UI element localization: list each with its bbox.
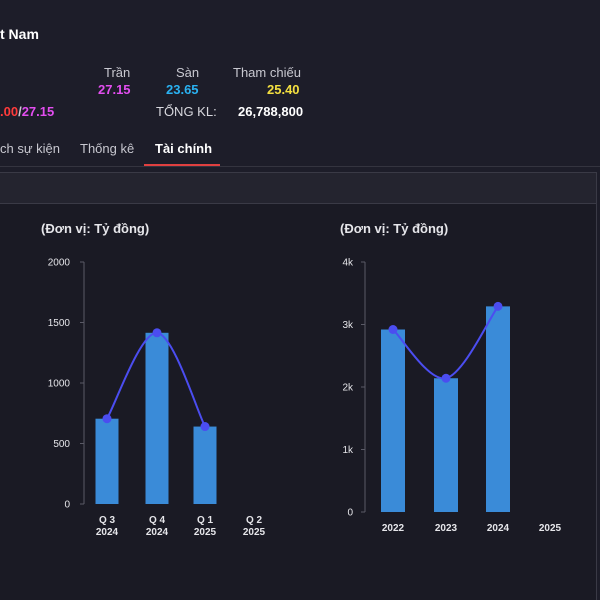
tab-statistics[interactable]: Thống kê [80,141,135,156]
floor-value: 23.65 [166,82,199,97]
bar-left-0 [95,418,119,504]
y-tick-label-right: 4k [342,258,354,269]
trend-line-right [392,305,499,380]
x-tick-label-left: Q 2 [246,515,263,526]
trend-point-left-1[interactable] [152,328,162,338]
x-tick-label-left: 2025 [194,527,217,538]
x-tick-label-right: 2022 [382,523,405,534]
bar-right-0 [381,329,405,512]
trend-point-left-2[interactable] [200,422,210,432]
x-tick-label-left: Q 3 [99,515,116,526]
total-volume-value: 26,788,800 [238,104,304,119]
y-tick-label-right: 3k [342,320,354,331]
panel-header [0,173,596,204]
price-low: .00 [0,104,19,119]
x-tick-label-left: Q 1 [197,515,214,526]
trend-point-right-1[interactable] [441,373,451,383]
y-tick-label-left: 2000 [48,258,71,269]
x-tick-label-right: 2025 [539,523,562,534]
y-tick-label-right: 2k [342,383,354,394]
x-tick-label-right: 2023 [435,523,458,534]
price-high: 27.15 [21,104,55,119]
price-separator: / [18,104,22,119]
y-tick-label-left: 0 [64,500,70,511]
x-tick-label-left: 2024 [96,527,119,538]
floor-label: Sàn [176,65,200,80]
trend-point-left-0[interactable] [102,414,112,424]
bar-right-2 [486,306,510,512]
bar-right-1 [434,378,458,512]
chart-right-unit-label: (Đơn vị: Tỷ đồng) [340,221,449,236]
y-tick-label-left: 1500 [48,318,71,329]
y-tick-label-right: 1k [342,445,354,456]
ceiling-value: 27.15 [98,82,131,97]
tab-financials[interactable]: Tài chính [155,141,213,156]
trend-point-right-2[interactable] [493,301,503,311]
trend-point-right-0[interactable] [388,325,398,334]
tab-events[interactable]: ch sự kiện [0,141,61,156]
x-tick-label-left: Q 4 [149,515,166,526]
price-range: .00/27.15 [0,104,54,119]
reference-label: Tham chiếu [233,65,301,80]
ceiling-label: Trần [104,65,131,80]
y-tick-label-left: 500 [53,439,70,450]
bar-left-1 [145,332,169,504]
bar-left-2 [193,426,217,504]
tabs-divider [0,166,600,167]
x-tick-label-left: 2025 [243,527,266,538]
active-tab-indicator [144,164,220,166]
reference-value: 25.40 [267,82,300,97]
total-volume-label: TỔNG KL: [156,104,217,119]
x-tick-label-right: 2024 [487,523,510,534]
chart-left-unit-label: (Đơn vị: Tỷ đồng) [41,221,150,236]
y-tick-label-left: 1000 [48,379,71,390]
stock-name: t Nam [0,26,39,42]
x-tick-label-left: 2024 [146,527,169,538]
y-tick-label-right: 0 [347,508,353,519]
